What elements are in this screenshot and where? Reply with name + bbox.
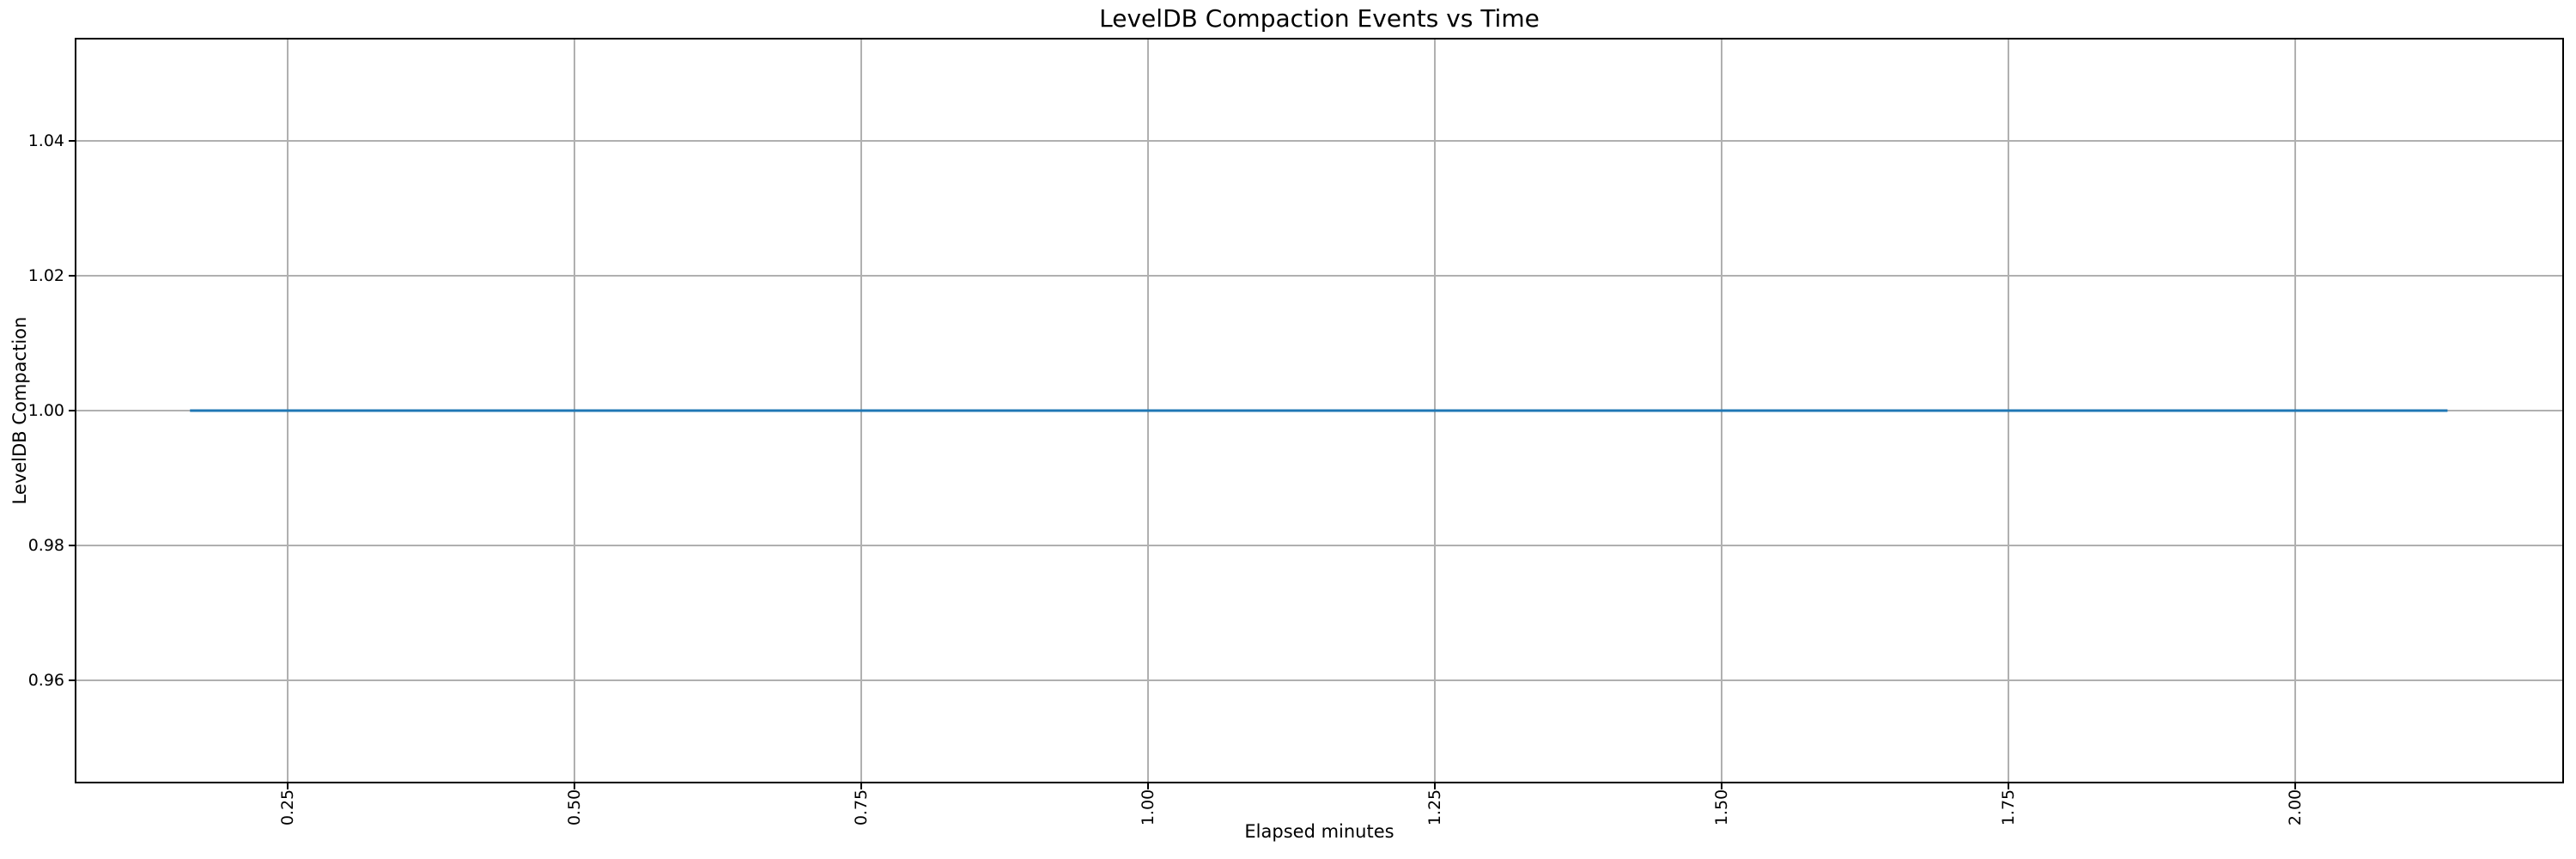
x-tickmark [1433, 783, 1436, 789]
chart-title: LevelDB Compaction Events vs Time [1099, 4, 1540, 33]
data-line-layer [190, 409, 2448, 412]
y-tickmark [69, 139, 75, 142]
y-tick-label: 0.96 [27, 671, 64, 691]
y-gridline [76, 679, 2562, 682]
y-tickmark [69, 410, 75, 411]
plot-area [69, 38, 2564, 789]
y-gridline [76, 274, 2562, 277]
x-tickmark [286, 783, 289, 789]
x-tickmark [2293, 783, 2296, 789]
x-tickmark [2007, 783, 2009, 789]
y-tick-label: 0.98 [27, 536, 64, 556]
x-axis-label: Elapsed minutes [1244, 821, 1394, 842]
y-tick-label: 1.02 [27, 265, 64, 285]
x-tickmark [573, 783, 575, 789]
x-tickmark [1720, 783, 1722, 789]
x-tickmark [1146, 783, 1149, 789]
y-tick-label: 1.04 [27, 131, 64, 150]
y-gridline [76, 139, 2562, 142]
y-tickmark [69, 545, 75, 547]
y-gridline [76, 545, 2562, 547]
y-axis-label: LevelDB Compaction [9, 316, 30, 505]
y-tickmark [69, 679, 75, 682]
x-tickmark [860, 783, 862, 789]
y-tickmark [69, 274, 75, 277]
